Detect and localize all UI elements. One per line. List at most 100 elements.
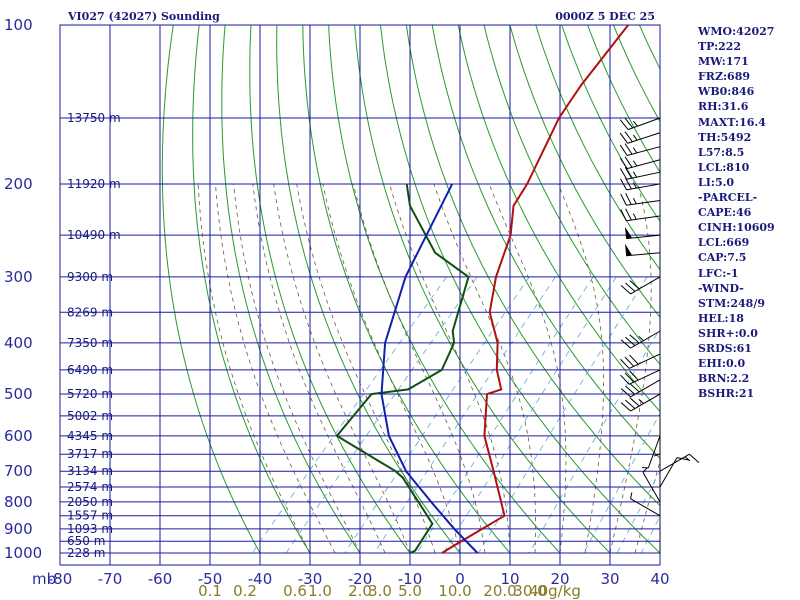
temperature-tick-label: -10	[398, 570, 423, 588]
wind-barb-flag	[619, 144, 628, 156]
index-item: BSHR:21	[698, 387, 755, 401]
index-item: CAP:7.5	[698, 251, 747, 265]
wind-barb-shaft	[628, 353, 661, 369]
wind-barb-flag	[624, 117, 634, 129]
wind-barb-flag	[625, 336, 636, 346]
wind-barb-shaft	[630, 330, 661, 349]
mixing-ratio-line	[285, 276, 478, 554]
parcel-line	[380, 183, 479, 554]
height-label: 4345 m	[67, 429, 113, 443]
wind-barb-flag	[619, 119, 629, 130]
pressure-tick-label: 700	[4, 462, 33, 480]
wind-barb-flag	[625, 399, 636, 409]
wind-barb-shaft	[659, 457, 678, 488]
wind-barb-flag	[620, 388, 631, 398]
index-item: LCL:810	[698, 160, 750, 174]
pressure-tick-label: 200	[4, 175, 33, 193]
wind-barb-flag	[625, 208, 632, 221]
wind-barb-half-flag	[632, 213, 637, 220]
wind-barb-shaft	[627, 117, 661, 131]
temperature-tick-label: -30	[298, 570, 323, 588]
wind-barb-flag	[619, 132, 629, 144]
wind-barb-half-flag	[633, 134, 638, 141]
wind-barb-flag	[625, 193, 632, 205]
wind-barb-flag	[620, 358, 630, 369]
wind-barb	[624, 226, 661, 240]
mixing-ratio-line	[251, 276, 447, 554]
wind-barb-flag	[620, 178, 627, 191]
mixing-ratio-label: 0.2	[233, 582, 257, 600]
wind-barb-flag	[620, 209, 627, 221]
height-label: 9300 m	[67, 270, 113, 284]
pressure-tick-label: 800	[4, 493, 33, 511]
height-labels: 13750 m 11920 m 10490 m 9300 m 8269 m 7350 m 6…	[67, 111, 121, 560]
temperature-tick-label: -50	[198, 570, 223, 588]
height-label: 8269 m	[67, 305, 113, 319]
wind-barb-flag	[629, 334, 640, 344]
pressure-tick-label: 400	[4, 334, 33, 352]
wind-barb	[620, 393, 661, 412]
wind-barb-shaft	[630, 379, 661, 398]
wind-barb	[619, 143, 661, 156]
index-item: STM:248/9	[698, 296, 765, 310]
wind-barb-flag	[624, 167, 633, 179]
wind-barb-half-flag	[633, 120, 638, 127]
wind-barb-pennant	[624, 226, 633, 239]
wind-barb-flag	[629, 354, 639, 365]
wind-barb	[620, 193, 661, 206]
pressure-tick-label: 600	[4, 427, 33, 445]
wind-barb-half-flag	[632, 182, 637, 189]
wind-barb-shaft	[647, 435, 661, 468]
index-item: L57:8.5	[698, 145, 745, 159]
moist-adiabat	[433, 183, 536, 553]
wind-barb-flag	[624, 131, 633, 143]
wind-barb	[619, 167, 661, 180]
valid-time: 0000Z 5 DEC 25	[555, 10, 655, 23]
wind-barb-shaft	[642, 472, 661, 503]
height-label: 1093 m	[67, 522, 113, 536]
wind-barb-flag	[624, 143, 633, 155]
temperature-tick-label: -70	[98, 570, 123, 588]
wind-barb	[619, 131, 661, 144]
index-item: -WIND-	[698, 281, 744, 295]
wind-barb-shaft	[627, 132, 661, 144]
wind-barb-half-flag	[632, 171, 637, 178]
wind-barb	[625, 243, 661, 257]
height-label: 13750 m	[67, 111, 121, 125]
wind-barb	[659, 453, 700, 472]
index-item: LCL:669	[698, 236, 750, 250]
wind-barb-flag	[629, 280, 640, 290]
wind-barb	[620, 369, 661, 385]
height-label: 5002 m	[67, 409, 113, 423]
mixing-ratio-label: 30.0	[513, 582, 546, 600]
wind-barb-flag	[619, 168, 628, 180]
mixing-ratio-line	[528, 327, 660, 554]
dewpoint-line	[335, 183, 470, 554]
mixing-ratio-label: 5.0	[398, 582, 422, 600]
temperature-tick-label: 20	[550, 570, 569, 588]
wind-barb-half-flag	[638, 398, 644, 404]
height-label: 650 m	[67, 534, 105, 548]
wind-barb	[620, 330, 661, 349]
wind-barb-shaft	[626, 215, 661, 222]
height-label: 1557 m	[67, 509, 113, 523]
index-item: SRDS:61	[698, 341, 752, 355]
mixing-ratio-label: 2.0	[348, 582, 372, 600]
temperature-line	[441, 25, 629, 554]
wind-barb-half-flag	[632, 160, 638, 167]
index-item: -PARCEL-	[698, 191, 758, 205]
height-label: 228 m	[67, 546, 105, 560]
wind-barb-pennant	[625, 243, 633, 256]
index-item: TP:222	[698, 40, 742, 54]
mixing-ratio-label: 20.0	[483, 582, 516, 600]
wind-barb-shaft	[626, 183, 661, 191]
wind-barb	[619, 156, 661, 170]
wind-barb-shaft	[630, 393, 661, 412]
wind-barb-half-flag	[632, 147, 638, 154]
index-item: LFC:-1	[698, 266, 739, 280]
index-item: SHR+:0.0	[698, 326, 758, 340]
wind-barb-flag	[689, 453, 700, 463]
wind-barb	[620, 379, 661, 398]
